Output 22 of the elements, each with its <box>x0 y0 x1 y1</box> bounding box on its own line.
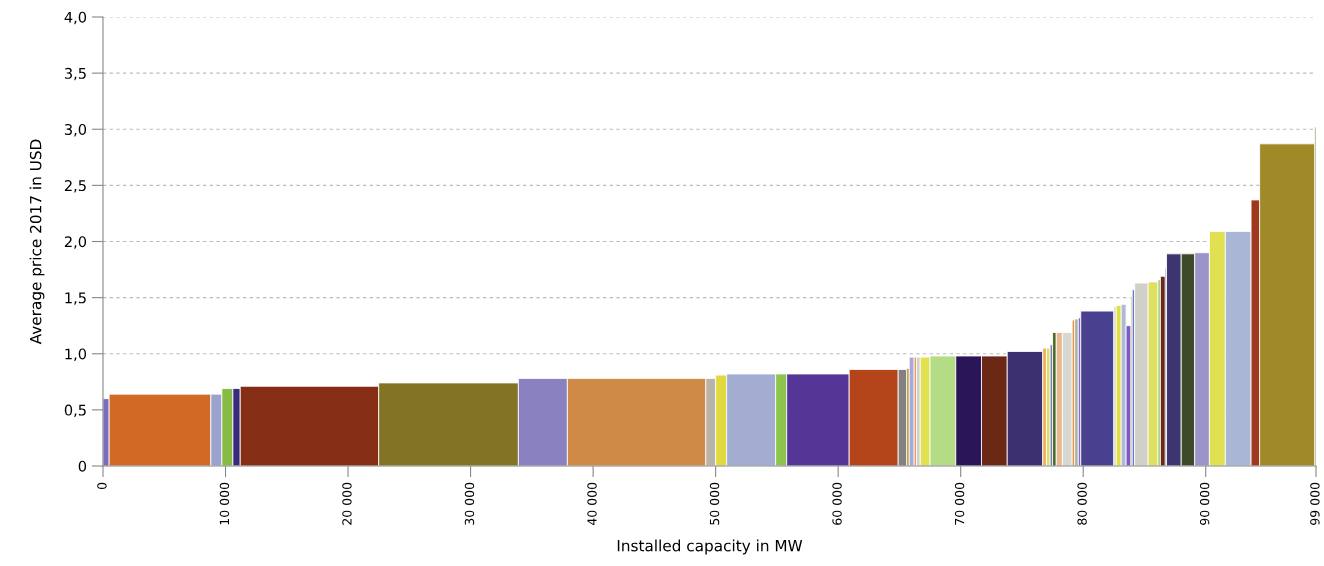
x-tick-label: 90 000 <box>1199 482 1210 525</box>
y-tick-label: 3,0 <box>64 123 87 137</box>
x-tick-label: 80 000 <box>1077 482 1087 525</box>
y-axis-title: Average price 2017 in USD <box>29 139 45 345</box>
x-tick-label: 50 000 <box>709 482 720 525</box>
y-tick-label: 0 <box>78 460 87 472</box>
y-tick-label: 3,5 <box>64 67 86 81</box>
y-tick-label: 2,0 <box>64 236 87 249</box>
y-tick-label: 4,0 <box>64 11 87 25</box>
y-tick-label: 2,5 <box>64 180 86 193</box>
x-tick-label: 60 000 <box>832 482 842 525</box>
x-tick-label: 99 000 <box>1310 482 1320 525</box>
x-tick-label: 40 000 <box>587 482 597 526</box>
x-tick-label: 10 000 <box>219 482 230 525</box>
x-tick-label: 20 000 <box>342 482 352 525</box>
x-tick-label: 30 000 <box>464 482 475 525</box>
y-tick-label: 0,5 <box>64 404 86 418</box>
y-tick-label: 1,0 <box>65 348 87 361</box>
x-tick-label: 0 <box>97 482 107 490</box>
y-tick-label: 1,5 <box>65 292 86 305</box>
x-axis-title: Installed capacity in MW <box>617 539 803 555</box>
x-tick-label: 70 000 <box>954 482 965 525</box>
